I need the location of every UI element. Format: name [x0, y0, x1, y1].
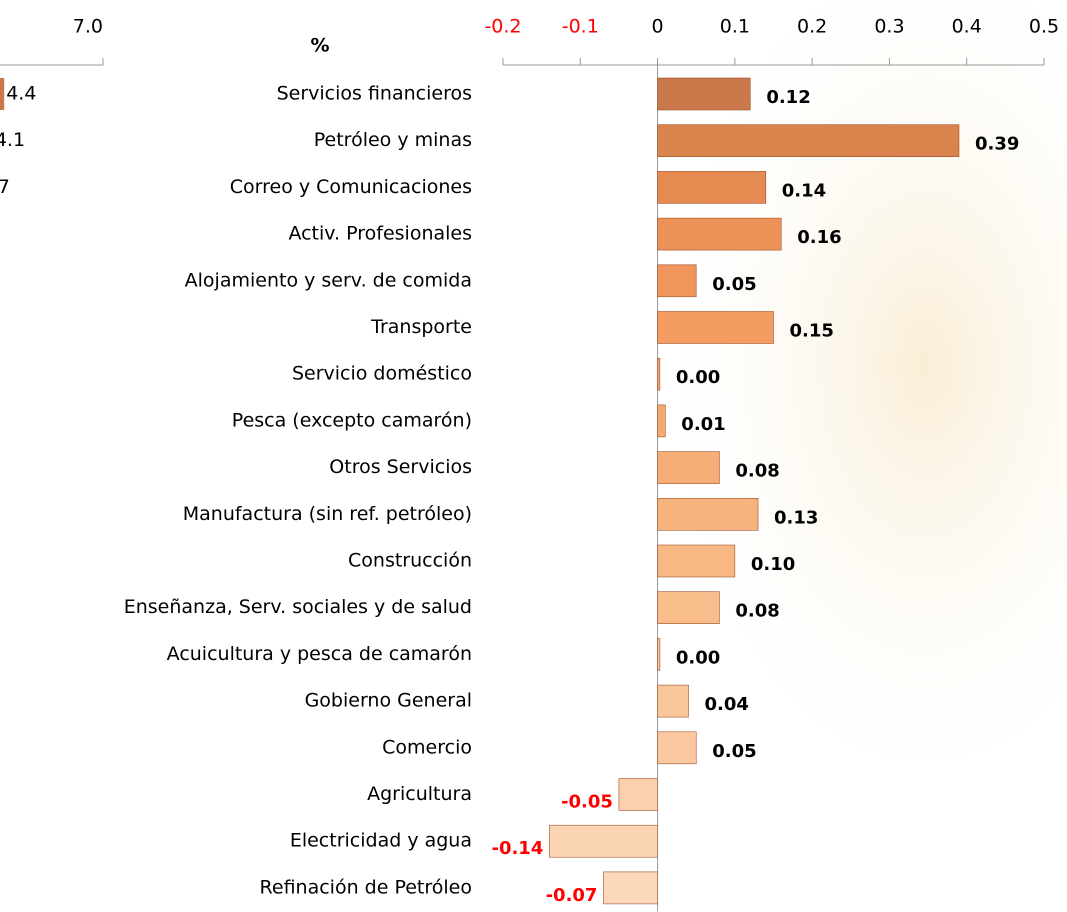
x-tick-label: 0.2 — [797, 16, 827, 38]
y-tick-label: Enseñanza, Serv. sociales y de salud — [124, 596, 472, 618]
y-tick-label: Agricultura — [367, 783, 472, 805]
chart-title: % — [310, 35, 329, 57]
bar — [658, 358, 660, 390]
bar — [658, 452, 720, 484]
y-tick-label: Petróleo y minas — [314, 129, 472, 151]
y-tick-label: Refinación de Petróleo — [260, 876, 472, 898]
x-tick-label: -0.1 — [562, 16, 599, 38]
y-tick-label: Servicio doméstico — [292, 363, 472, 385]
value-label: 0.10 — [751, 554, 795, 575]
value-label: 4.1 — [0, 129, 25, 151]
value-label: 0.05 — [712, 274, 756, 295]
y-tick-label: Construcción — [348, 550, 472, 572]
bar — [619, 779, 658, 811]
value-label: 0.16 — [797, 227, 841, 248]
bar — [0, 78, 4, 110]
bar — [603, 872, 657, 904]
value-label: 0.08 — [735, 461, 779, 482]
value-label: 0.01 — [681, 414, 725, 435]
value-label: 0.39 — [975, 134, 1019, 155]
bar — [658, 405, 666, 437]
bar — [658, 498, 758, 530]
value-label: 0.05 — [712, 741, 756, 762]
x-tick-label: 0.1 — [720, 16, 750, 38]
bar — [658, 312, 774, 344]
bar — [658, 171, 766, 203]
x-tick-label: 0.4 — [952, 16, 982, 38]
value-label: 0.13 — [774, 507, 818, 528]
bar — [658, 638, 660, 670]
value-label: -0.07 — [546, 885, 598, 906]
y-tick-label: Servicios financieros — [277, 83, 472, 105]
chart: % 7.0 4.4 4.1 3.7 -0.2 -0.1 0 0.1 0.2 0.3 0.4 0.5 Se… — [0, 0, 1067, 912]
value-label: 0.08 — [735, 601, 779, 622]
x-tick-label: 0.5 — [1029, 16, 1059, 38]
value-label: 4.4 — [6, 83, 36, 105]
y-tick-label: Manufactura (sin ref. petróleo) — [183, 503, 472, 525]
x-tick-label: 0 — [652, 16, 664, 38]
y-tick-label: Transporte — [370, 316, 472, 338]
value-label: 0.15 — [790, 321, 834, 342]
bar — [658, 78, 751, 110]
bar — [658, 125, 959, 157]
y-tick-label: Otros Servicios — [329, 456, 472, 478]
y-tick-label: Acuicultura y pesca de camarón — [167, 643, 472, 665]
bar — [658, 592, 720, 624]
value-label: 0.12 — [766, 87, 810, 108]
value-label: 3.7 — [0, 176, 10, 198]
value-label: -0.05 — [561, 792, 613, 813]
bar — [658, 545, 735, 577]
y-tick-label: Gobierno General — [305, 690, 472, 712]
y-tick-label: Alojamiento y serv. de comida — [185, 269, 472, 291]
value-label: 0.14 — [782, 180, 826, 201]
value-label: 0.04 — [704, 694, 748, 715]
x-tick-label: 7.0 — [73, 16, 103, 38]
value-label: -0.14 — [491, 838, 543, 859]
y-tick-label: Comercio — [382, 736, 472, 758]
x-tick-label: 0.3 — [874, 16, 904, 38]
bar — [658, 732, 697, 764]
x-tick-label: -0.2 — [484, 16, 521, 38]
y-tick-label: Correo y Comunicaciones — [230, 176, 472, 198]
y-tick-label: Pesca (excepto camarón) — [232, 409, 472, 431]
bar — [549, 825, 657, 857]
bar — [658, 265, 697, 297]
bar — [658, 685, 689, 717]
value-label: 0.00 — [676, 647, 720, 668]
bar — [658, 218, 782, 250]
value-label: 0.00 — [676, 367, 720, 388]
y-tick-label: Activ. Profesionales — [288, 223, 472, 245]
y-tick-label: Electricidad y agua — [290, 830, 472, 852]
